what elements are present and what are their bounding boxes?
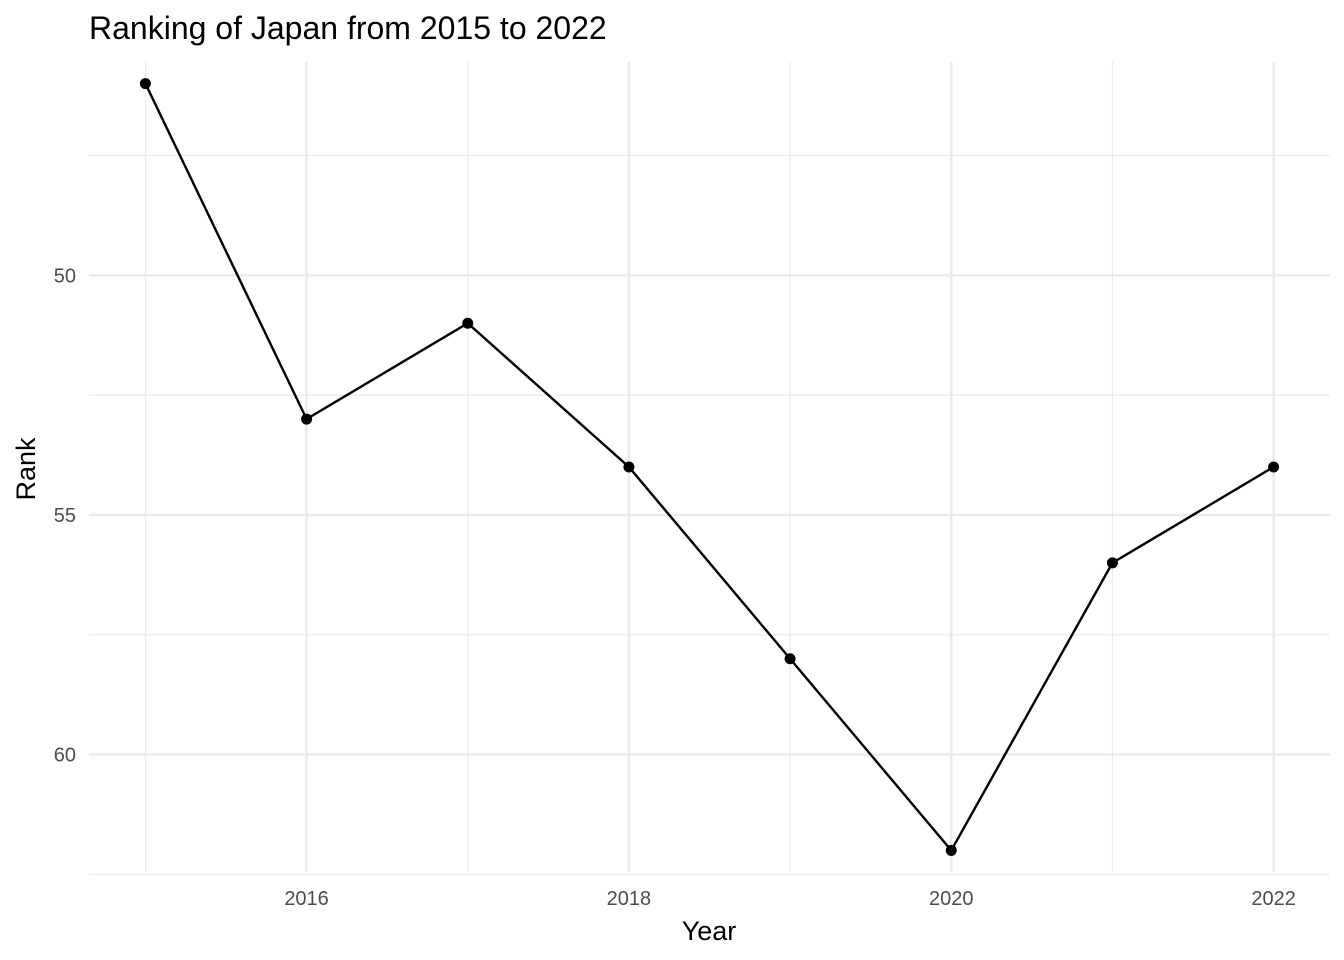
x-tick-label: 2016 <box>284 888 329 910</box>
y-axis-ticks: 50 55 60 <box>54 265 76 766</box>
data-point <box>462 317 474 329</box>
data-point <box>139 78 151 90</box>
chart-title: Ranking of Japan from 2015 to 2022 <box>89 10 607 46</box>
data-point <box>1106 557 1118 569</box>
x-axis-title: Year <box>682 916 737 946</box>
y-tick-label: 50 <box>54 265 76 287</box>
data-point <box>623 461 635 473</box>
x-axis-ticks: 2016 2018 2020 2022 <box>284 888 1296 910</box>
x-tick-label: 2022 <box>1251 888 1296 910</box>
y-axis-title: Rank <box>11 437 41 501</box>
data-point <box>1268 461 1280 473</box>
major-gridlines <box>89 62 1330 872</box>
y-tick-label: 55 <box>54 505 76 527</box>
series-line <box>144 83 1275 853</box>
data-point <box>301 413 313 425</box>
data-point <box>784 653 796 665</box>
data-point <box>945 844 957 856</box>
x-tick-label: 2018 <box>607 888 652 910</box>
series-ranking <box>139 78 1280 856</box>
y-tick-label: 60 <box>54 745 76 767</box>
minor-gridlines <box>89 62 1330 875</box>
x-tick-label: 2020 <box>929 888 974 910</box>
